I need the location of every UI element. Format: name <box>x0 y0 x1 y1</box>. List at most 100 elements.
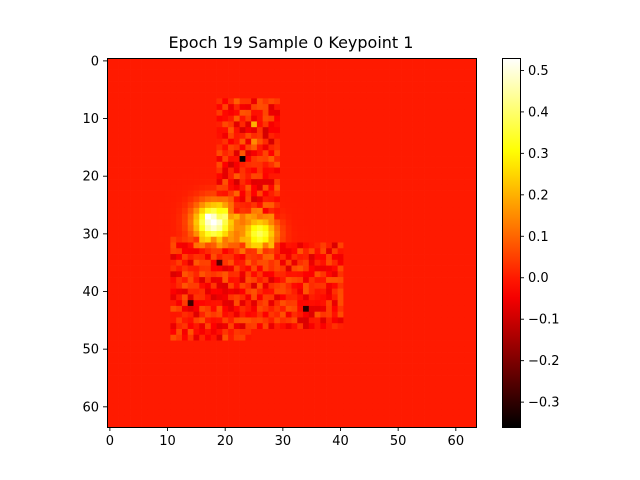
heatmap-cell <box>268 386 275 393</box>
heatmap-cell <box>343 248 350 255</box>
heatmap-cell <box>262 161 269 168</box>
colorbar-tick-label: 0.0 <box>528 271 549 286</box>
heatmap-cell <box>199 317 206 324</box>
heatmap-cell <box>274 317 281 324</box>
heatmap-cell <box>303 219 310 226</box>
heatmap-cell <box>470 323 477 330</box>
heatmap-cell <box>366 265 373 272</box>
heatmap-cell <box>245 81 252 88</box>
heatmap-cell <box>205 259 212 266</box>
heatmap-cell <box>141 184 148 191</box>
heatmap-cell <box>251 282 258 289</box>
heatmap-cell <box>395 294 402 301</box>
heatmap-cell <box>245 334 252 341</box>
heatmap-cell <box>418 132 425 140</box>
heatmap-cell <box>429 248 436 255</box>
heatmap-cell <box>124 127 131 134</box>
heatmap-cell <box>222 277 229 284</box>
heatmap-cell <box>124 190 131 197</box>
heatmap-cell <box>262 225 269 232</box>
heatmap-cell <box>199 323 206 330</box>
heatmap-cell <box>303 230 310 238</box>
heatmap-cell <box>297 109 304 117</box>
heatmap-cell <box>245 69 252 76</box>
heatmap-cell <box>222 104 229 111</box>
heatmap-cell <box>308 127 315 134</box>
heatmap-cell <box>251 167 258 174</box>
heatmap-cell <box>199 415 206 422</box>
heatmap-cell <box>326 265 333 272</box>
heatmap-cell <box>239 317 246 324</box>
heatmap-cell <box>314 236 321 243</box>
heatmap-cell <box>130 380 137 387</box>
heatmap-cell <box>424 317 431 324</box>
heatmap-cell <box>107 323 114 330</box>
heatmap-cell <box>147 380 154 387</box>
heatmap-cell <box>216 179 223 186</box>
heatmap-cell <box>130 196 137 203</box>
heatmap-cell <box>158 282 166 289</box>
heatmap-cell <box>222 421 229 428</box>
heatmap-cell <box>303 109 310 117</box>
heatmap-cell <box>153 213 160 220</box>
heatmap-cell <box>158 173 166 180</box>
heatmap-cell <box>187 403 194 411</box>
heatmap-cell <box>354 300 362 307</box>
heatmap-cell <box>441 161 448 168</box>
heatmap-cell <box>326 300 333 307</box>
heatmap-cell <box>389 161 396 168</box>
heatmap-cell <box>320 69 327 76</box>
heatmap-cell <box>401 323 408 330</box>
heatmap-cell <box>210 190 217 197</box>
heatmap-cell <box>360 403 367 411</box>
heatmap-cell <box>130 213 137 220</box>
heatmap-cell <box>228 121 235 128</box>
heatmap-cell <box>176 294 183 301</box>
heatmap-cell <box>377 150 385 157</box>
heatmap-cell <box>262 346 269 353</box>
heatmap-cell <box>135 311 142 318</box>
heatmap-cell <box>268 184 275 191</box>
heatmap-cell <box>326 271 333 278</box>
heatmap-cell <box>337 213 344 220</box>
heatmap-cell <box>228 305 235 313</box>
heatmap-cell <box>187 305 194 313</box>
heatmap-cell <box>383 115 390 122</box>
heatmap-cell <box>401 288 408 295</box>
heatmap-cell <box>389 63 396 70</box>
heatmap-cell <box>176 398 183 405</box>
heatmap-cell <box>285 173 292 180</box>
heatmap-cell <box>118 132 125 140</box>
heatmap-cell <box>395 265 402 272</box>
heatmap-cell <box>331 254 338 261</box>
heatmap-cell <box>118 138 125 145</box>
heatmap-cell <box>447 190 454 197</box>
heatmap-cell <box>164 81 171 88</box>
heatmap-cell <box>274 323 281 330</box>
heatmap-cell <box>164 282 171 289</box>
heatmap-cell <box>383 207 390 215</box>
heatmap-cell <box>447 369 454 376</box>
heatmap-cell <box>326 277 333 284</box>
heatmap-cell <box>187 352 194 359</box>
heatmap-cell <box>337 104 344 111</box>
heatmap-cell <box>424 190 431 197</box>
heatmap-cell <box>107 104 114 111</box>
heatmap-cell <box>464 190 471 197</box>
heatmap-cell <box>256 150 264 157</box>
heatmap-cell <box>320 184 327 191</box>
heatmap-cell <box>401 277 408 284</box>
heatmap-cell <box>170 386 177 393</box>
heatmap-cell <box>164 265 171 272</box>
heatmap-cell <box>337 86 344 93</box>
heatmap-cell <box>447 259 454 266</box>
heatmap-cell <box>401 254 408 261</box>
heatmap-cell <box>251 294 258 301</box>
heatmap-cell <box>377 242 385 249</box>
heatmap-cell <box>205 132 212 140</box>
heatmap-cell <box>164 225 171 232</box>
heatmap-cell <box>262 81 269 88</box>
heatmap-cell <box>130 202 137 209</box>
heatmap-cell <box>314 254 321 261</box>
heatmap-cell <box>228 115 235 122</box>
